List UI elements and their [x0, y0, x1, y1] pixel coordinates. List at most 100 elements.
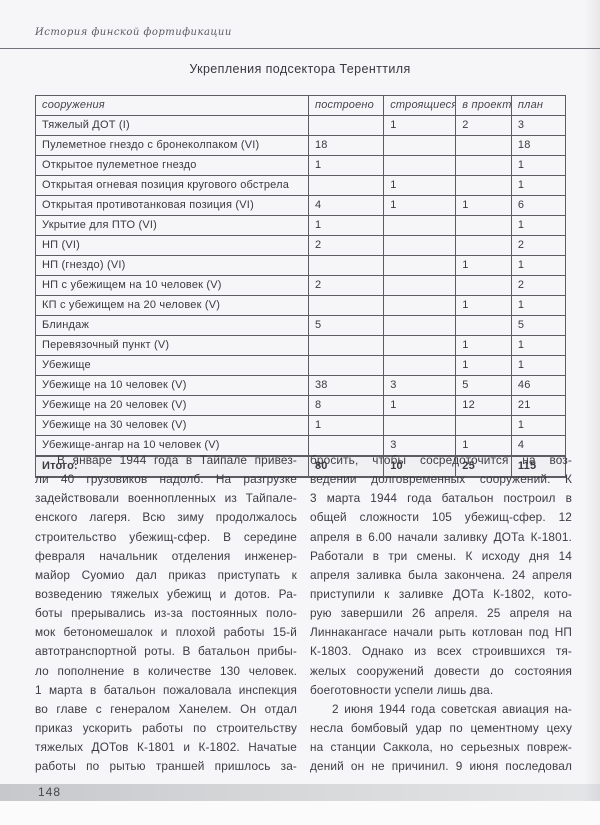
row-value: 1 [510, 335, 567, 356]
row-value [455, 275, 512, 296]
text-line: ли 40 грузовиков надолб. На разгрузке [35, 472, 297, 487]
running-header: История финской фортификации [35, 27, 232, 38]
table-total-row: Итого: 80 10 25 115 [35, 455, 567, 478]
row-value: 2 [307, 275, 385, 296]
text-line: приступили к заливке ДОТа К-1802, кото- [310, 586, 572, 601]
row-value: 1 [455, 355, 512, 376]
row-label: Укрытие для ПТО (VI) [35, 215, 309, 236]
table-row: Блиндаж 5 5 [35, 315, 567, 336]
row-value: 1 [510, 175, 567, 196]
table-row: Перевязочный пункт (V) 1 1 [35, 335, 567, 356]
row-value: 1 [510, 215, 567, 236]
row-value: 1 [307, 215, 385, 236]
text-line: ло пополнение в количестве 130 человек. [35, 663, 297, 678]
table-row: Убежище на 10 человек (V) 38 3 5 46 [35, 375, 567, 396]
row-value: 8 [307, 395, 385, 416]
row-value [455, 235, 512, 256]
header-rule [0, 48, 600, 49]
column-header: строящиеся [383, 95, 457, 116]
table-row: Открытое пулеметное гнездо 1 1 [35, 155, 567, 176]
row-value [307, 255, 385, 276]
table-row: Открытая противотанковая позиция (VI) 4 1 1… [35, 195, 567, 216]
page-number: 148 [38, 785, 62, 799]
total-label: Итого: [35, 455, 309, 478]
row-value [383, 215, 457, 236]
column-header: план [510, 95, 567, 116]
row-label: Убежище [35, 355, 309, 376]
row-label: Пулеметное гнездо с бронеколпаком (VI) [35, 135, 309, 156]
row-value [383, 235, 457, 256]
text-line: мок бетономешалок и плохой работы 15-й [35, 625, 297, 640]
table-row: Убежище на 30 человек (V) 1 1 [35, 415, 567, 436]
row-value: 46 [510, 375, 567, 396]
text-line: боеготовности успели лишь два. [310, 682, 494, 697]
row-value [383, 355, 457, 376]
row-value [307, 295, 385, 316]
row-label: Тяжелый ДОТ (I) [35, 115, 309, 136]
row-label: Открытая противотанковая позиция (VI) [35, 195, 309, 216]
text-line: автотранспортной роты. В батальон прибы- [35, 644, 297, 659]
table-row: НП (гнездо) (VI) 1 1 [35, 255, 567, 276]
text-line: енского лагеря. Всю зиму продолжалось [35, 510, 297, 525]
table-row: НП (VI) 2 2 [35, 235, 567, 256]
row-value [307, 115, 385, 136]
row-value: 1 [383, 115, 457, 136]
column-header: построено [307, 95, 385, 116]
row-value: 1 [383, 195, 457, 216]
row-value: 5 [307, 315, 385, 336]
text-line: несла бомбовый удар по цементному цеху [310, 720, 572, 735]
text-line: дений он не причинил. 9 июня последовал [310, 759, 572, 774]
row-value: 1 [510, 415, 567, 436]
scanned-book-page: История финской фортификации Укрепления … [0, 0, 600, 801]
text-line: на станции Саккола, но серьезных повреж- [310, 740, 572, 755]
row-value [383, 335, 457, 356]
row-value: 3 [510, 115, 567, 136]
text-column-left: В январе 1944 года в Тайпале привез-ли 4… [35, 451, 297, 776]
text-line: апреля в 6.00 начали заливку ДОТа К-1801… [310, 529, 572, 544]
text-line: февраля начальник отделения инженер- [35, 548, 297, 563]
scan-edge-shadow [584, 0, 600, 801]
text-line: общей сложности 105 убежищ-сфер. 12 [310, 510, 572, 525]
row-value: 18 [510, 135, 567, 156]
row-label: Блиндаж [35, 315, 309, 336]
row-label: Убежище на 30 человек (V) [35, 415, 309, 436]
text-line: В январе 1944 года в Тайпале привез- [57, 453, 297, 467]
page-margin-bottom [0, 801, 600, 825]
text-line: бросить, чтобы сосредоточится на воз- [310, 453, 572, 467]
text-column-right: бросить, чтобы сосредоточится на воз-вед… [310, 451, 572, 776]
row-value [383, 295, 457, 316]
row-value: 2 [510, 275, 567, 296]
text-line: апреля заливка была закончена. 24 апреля [310, 567, 572, 582]
text-line: желых сооружений довести до состояния [310, 663, 572, 678]
row-value: 1 [455, 255, 512, 276]
row-value: 1 [510, 355, 567, 376]
text-line: Линнакангасе начали рыть котлован под НП [310, 625, 572, 640]
text-line: тяжелых ДОТов К-1801 и К-1802. Начатые [35, 740, 297, 755]
row-value: 4 [307, 195, 385, 216]
row-value: 1 [307, 155, 385, 176]
text-line: 3 марта 1944 года батальон построил в [310, 491, 572, 506]
row-value: 1 [307, 415, 385, 436]
row-value: 1 [383, 395, 457, 416]
row-value [307, 175, 385, 196]
row-value [307, 335, 385, 356]
row-value: 21 [510, 395, 567, 416]
row-value: 1 [455, 195, 512, 216]
table-row: КП с убежищем на 20 человек (V) 1 1 [35, 295, 567, 316]
table-row: Открытая огневая позиция кругового обстр… [35, 175, 567, 196]
column-header: сооружения [35, 95, 309, 116]
row-value [383, 275, 457, 296]
column-header: в проекте [455, 95, 512, 116]
row-value [383, 315, 457, 336]
row-label: Убежище на 10 человек (V) [35, 375, 309, 396]
text-line: майор Суомио дал приказ приступать к [35, 567, 297, 582]
row-label: Открытое пулеметное гнездо [35, 155, 309, 176]
text-line: Работали в три смены. К исходу дня 14 [310, 548, 572, 563]
row-label: Открытая огневая позиция кругового обстр… [35, 175, 309, 196]
total-value: 115 [510, 455, 567, 478]
text-line: возведению тяжелых убежищ и дотов. Ра- [35, 586, 297, 601]
row-value: 2 [510, 235, 567, 256]
row-value: 2 [307, 235, 385, 256]
row-value: 2 [455, 115, 512, 136]
